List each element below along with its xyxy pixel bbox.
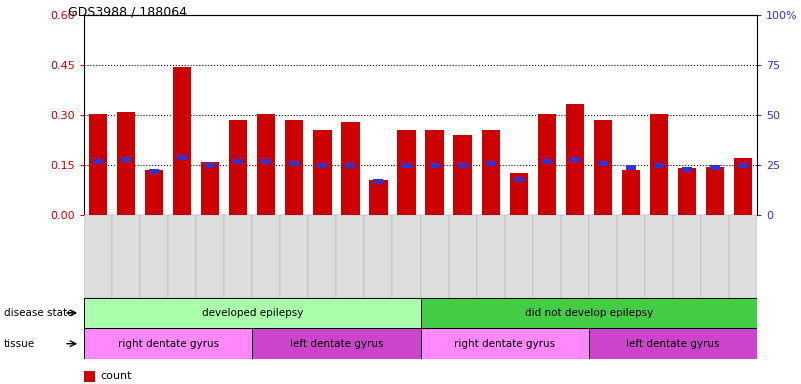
Bar [177,155,187,160]
Bar [149,169,159,174]
Bar [369,180,388,215]
Bar [425,130,444,215]
Text: right dentate gyrus: right dentate gyrus [454,339,555,349]
Bar [401,163,412,167]
Bar [252,215,280,298]
Bar [734,159,752,215]
Bar [710,165,720,170]
Text: left dentate gyrus: left dentate gyrus [626,339,719,349]
Bar [561,215,589,298]
Bar [453,135,472,215]
Bar [364,215,392,298]
Bar [673,215,701,298]
Bar [140,215,168,298]
Bar [650,114,668,215]
Bar [173,67,191,215]
Bar [121,157,131,162]
Bar [421,298,757,328]
Bar [196,215,224,298]
Bar [397,130,416,215]
Bar [541,159,552,164]
Text: count: count [100,371,131,381]
Bar [252,328,421,359]
Bar [341,122,360,215]
Bar [289,161,300,166]
Bar [261,159,272,164]
Bar [617,215,645,298]
Bar [168,215,196,298]
Bar [205,163,215,167]
Bar [701,215,729,298]
Text: did not develop epilepsy: did not develop epilepsy [525,308,653,318]
Bar [457,163,468,167]
Bar [429,163,440,167]
Bar [537,114,556,215]
Bar [678,169,696,215]
Bar [645,215,673,298]
Bar [112,215,140,298]
Bar [622,170,640,215]
Bar [477,215,505,298]
Text: developed epilepsy: developed epilepsy [202,308,303,318]
Bar [117,112,135,215]
Bar [738,163,748,167]
Bar [505,215,533,298]
Bar [229,120,248,215]
Bar [513,177,524,182]
Bar [449,215,477,298]
Bar [589,328,757,359]
Bar [594,120,612,215]
Bar [84,328,252,359]
Text: right dentate gyrus: right dentate gyrus [118,339,219,349]
Bar [317,163,328,167]
Bar [566,104,584,215]
Bar [682,167,692,172]
Bar [84,215,112,298]
Bar [706,167,724,215]
Bar [421,215,449,298]
Bar [345,163,356,167]
Bar [233,159,244,164]
Bar [313,130,332,215]
Bar [373,179,384,184]
Bar [89,114,107,215]
Bar [654,163,664,167]
Bar [570,157,580,162]
Bar [485,161,496,166]
Bar [308,215,336,298]
Bar [421,328,589,359]
Bar [626,165,636,170]
Bar [280,215,308,298]
Bar [201,162,219,215]
Text: tissue: tissue [4,339,35,349]
Bar [145,170,163,215]
Bar [257,114,276,215]
Bar [84,371,95,382]
Text: GDS3988 / 188064: GDS3988 / 188064 [68,6,187,19]
Bar [598,161,608,166]
Bar [509,174,528,215]
Bar [481,130,500,215]
Text: disease state: disease state [4,308,74,318]
Text: left dentate gyrus: left dentate gyrus [290,339,383,349]
Bar [93,159,103,164]
Bar [589,215,617,298]
Bar [84,298,421,328]
Bar [392,215,421,298]
Bar [533,215,561,298]
Bar [224,215,252,298]
Bar [336,215,364,298]
Bar [285,120,304,215]
Bar [729,215,757,298]
